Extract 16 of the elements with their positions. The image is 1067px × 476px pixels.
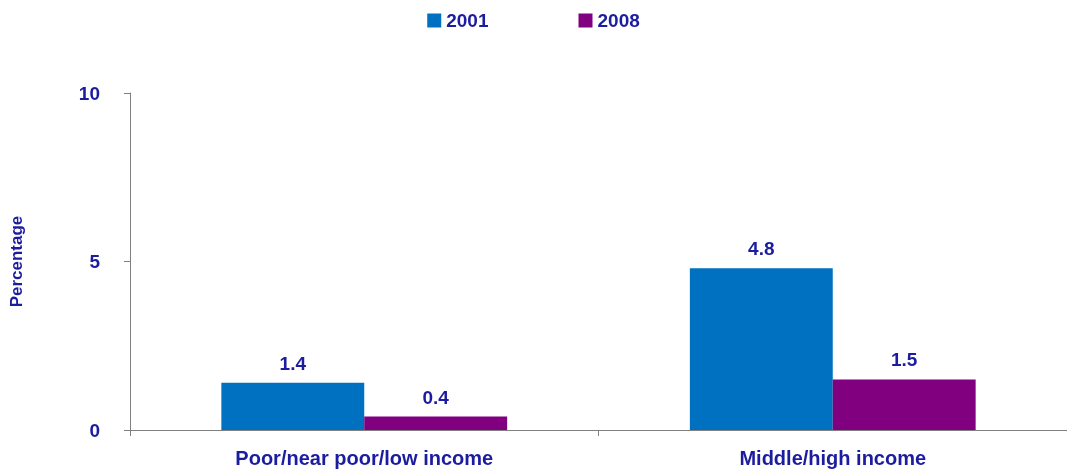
y-tick-label: 5 <box>89 251 101 272</box>
y-axis-title: Percentage <box>7 215 26 308</box>
bar <box>364 416 508 430</box>
x-tick-label: Poor/near poor/low income <box>235 447 494 469</box>
legend-label: 2001 <box>446 10 489 31</box>
y-tick-label: 10 <box>78 82 100 104</box>
legend-label: 2008 <box>597 10 640 31</box>
data-label: 4.8 <box>748 238 775 260</box>
bar <box>689 268 833 430</box>
x-tick-label: Middle/high income <box>739 447 927 469</box>
bar <box>221 382 365 430</box>
data-label: 0.4 <box>422 386 450 408</box>
data-label: 1.4 <box>279 352 307 374</box>
y-tick-label: 0 <box>89 419 100 441</box>
data-label: 1.5 <box>890 349 918 371</box>
bar <box>832 379 976 430</box>
